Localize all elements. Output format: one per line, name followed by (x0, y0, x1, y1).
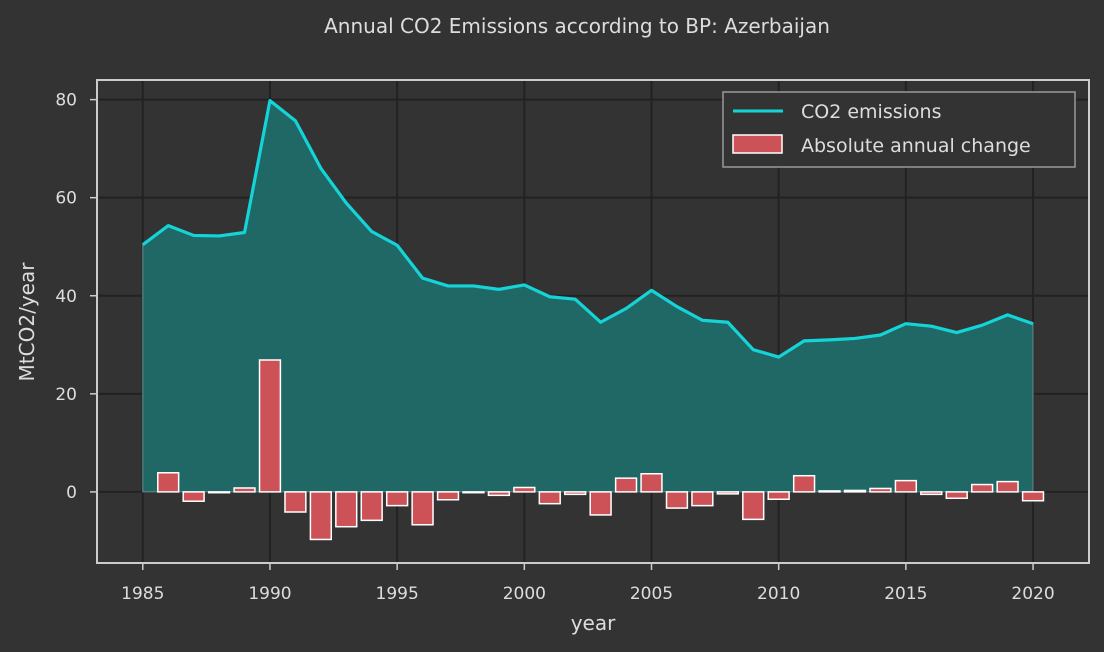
change-bar (640, 473, 663, 493)
change-bar (335, 491, 358, 528)
change-bar (487, 491, 511, 497)
legend-label-emissions: CO2 emissions (801, 101, 941, 123)
change-bar (385, 491, 409, 507)
change-bar (309, 491, 333, 541)
x-axis: 1985 1990 1995 2000 2005 2010 2015 2020 (121, 563, 1055, 604)
legend: CO2 emissions Absolute annual change (722, 91, 1076, 168)
change-bar (1021, 491, 1045, 502)
change-bar (614, 477, 638, 493)
change-bar (589, 491, 612, 516)
change-bar (996, 480, 1019, 493)
x-tick-label: 2015 (884, 584, 927, 604)
change-bar (691, 491, 714, 507)
y-axis-label: MtCO2/year (15, 262, 39, 382)
change-bar (157, 472, 180, 493)
plot-area (96, 79, 1090, 564)
change-bar (945, 491, 968, 500)
y-axis: 0 20 40 60 80 (55, 91, 97, 503)
change-bar (894, 479, 918, 493)
change-bar (182, 491, 205, 502)
x-tick-label: 2010 (757, 584, 800, 604)
plot-frame (96, 79, 1090, 564)
y-tick-label: 20 (55, 385, 77, 405)
change-bar (513, 486, 536, 493)
y-tick-label: 40 (55, 287, 77, 307)
change-bar (360, 491, 383, 522)
change-bar (233, 487, 256, 493)
x-axis-label: year (571, 611, 616, 635)
change-bar (792, 474, 816, 493)
change-bar (564, 491, 587, 496)
change-bar (411, 491, 434, 526)
legend-bar-swatch (732, 134, 783, 154)
change-bars (157, 359, 1045, 541)
change-bar (284, 491, 307, 513)
change-bar (665, 491, 689, 509)
change-bar (843, 489, 867, 493)
x-tick-label: 1990 (248, 584, 291, 604)
change-bar (818, 490, 841, 493)
x-tick-label: 1995 (376, 584, 419, 604)
change-bar (258, 359, 282, 493)
emissions-area (142, 100, 1034, 492)
change-bar (462, 491, 485, 494)
x-tick-label: 1985 (121, 584, 164, 604)
change-bar (436, 491, 460, 501)
chart-title: Annual CO2 Emissions according to BP: Az… (324, 14, 830, 38)
change-bar (767, 491, 790, 501)
y-tick-label: 60 (55, 189, 77, 209)
emissions-line (141, 98, 1034, 359)
x-tick-label: 2000 (503, 584, 546, 604)
change-bar (970, 483, 994, 493)
y-tick-label: 80 (55, 91, 77, 111)
legend-box (722, 91, 1076, 168)
change-bar (920, 491, 943, 496)
change-bar (207, 491, 231, 494)
legend-label-change: Absolute annual change (801, 135, 1031, 157)
change-bar (716, 491, 739, 495)
x-tick-label: 2020 (1011, 584, 1054, 604)
change-bar (742, 491, 765, 521)
change-bar (869, 487, 892, 493)
change-bar (538, 491, 561, 505)
x-tick-label: 2005 (630, 584, 673, 604)
y-tick-label: 0 (66, 483, 77, 503)
